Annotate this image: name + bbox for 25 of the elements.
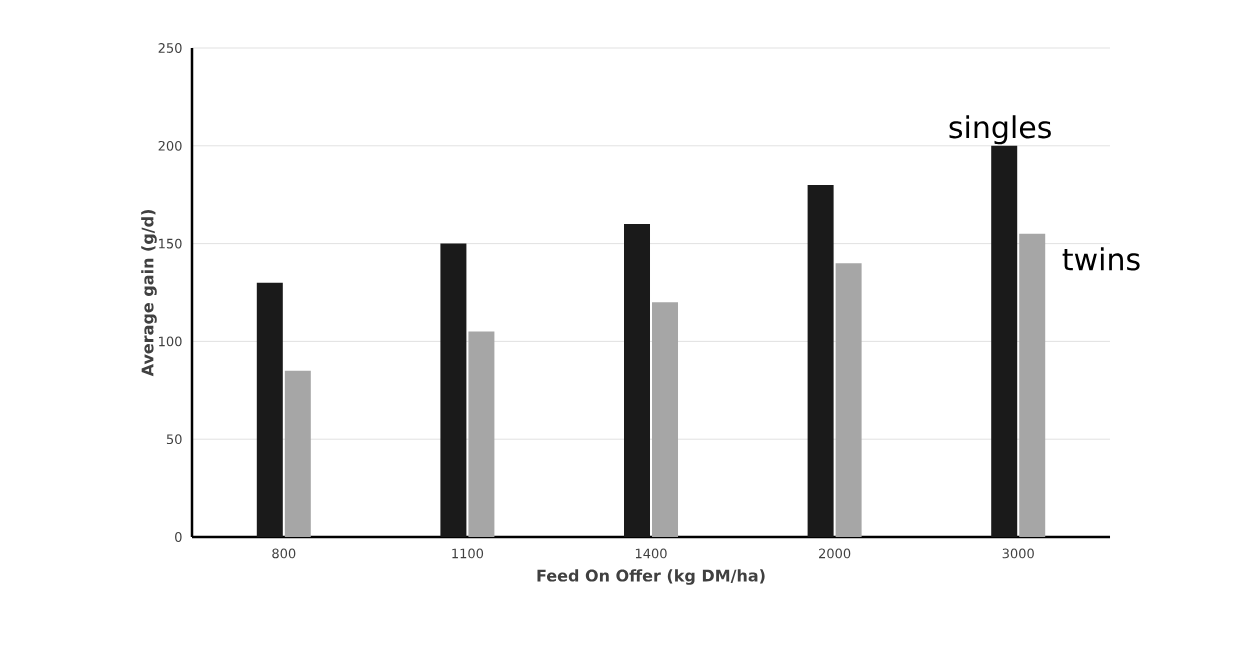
bar xyxy=(991,145,1018,537)
y-tick-label: 150 xyxy=(159,238,182,249)
x-tick-label: 3000 xyxy=(1002,548,1034,559)
x-axis-title: Feed On Offer (kg DM/ha) xyxy=(537,569,765,585)
bar xyxy=(652,302,679,537)
y-tick-label: 250 xyxy=(158,43,182,53)
x-tick-label: 2000 xyxy=(819,548,851,559)
bar xyxy=(440,243,467,537)
y-tick-label: 100 xyxy=(159,336,182,347)
bar xyxy=(807,184,834,537)
bar xyxy=(256,282,283,537)
bar xyxy=(1019,233,1046,537)
series-label: twins xyxy=(1062,247,1140,271)
y-tick-label: 200 xyxy=(158,140,182,151)
x-tick-label: 1100 xyxy=(452,548,484,559)
x-tick-label: 1400 xyxy=(635,548,667,559)
bar xyxy=(468,331,495,537)
bar xyxy=(284,370,311,537)
y-axis-title: Average gain (g/d) xyxy=(141,210,157,377)
x-tick-label: 800 xyxy=(272,548,296,559)
bar xyxy=(835,263,862,537)
y-tick-label: 0 xyxy=(175,532,182,542)
bar xyxy=(624,224,651,537)
series-label: singles xyxy=(949,115,1051,145)
y-tick-label: 50 xyxy=(166,434,182,445)
